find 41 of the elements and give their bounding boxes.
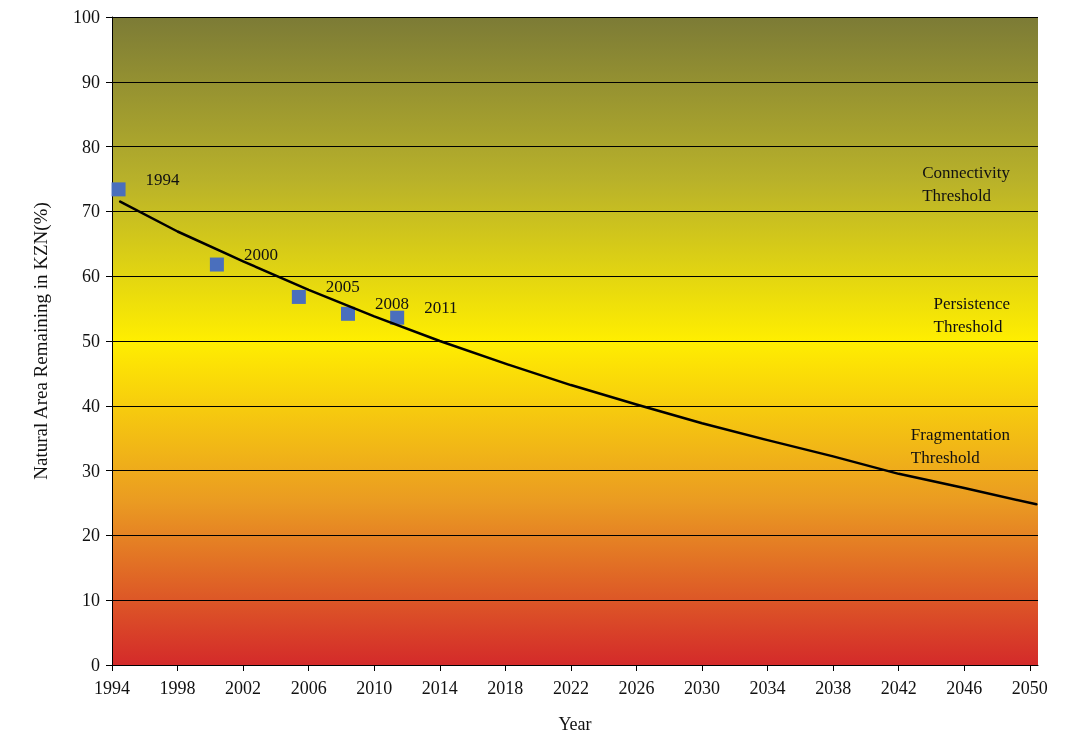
point	[209, 257, 224, 272]
y-tick-label: 90	[82, 71, 100, 92]
annotation: 2005	[325, 277, 360, 297]
x-axis-title: Year	[558, 714, 592, 734]
x-tick-label: 2038	[815, 678, 852, 698]
point	[291, 289, 306, 304]
annotation: 2011	[424, 298, 458, 318]
annotation: Fragmentation Threshold	[910, 425, 1011, 468]
x-tick-label: 2046	[946, 678, 983, 698]
x-tick-label: 2006	[290, 678, 327, 698]
annotation: Persistence Threshold	[933, 293, 1011, 336]
x-tick-label: 2034	[749, 678, 786, 698]
point	[111, 182, 126, 197]
point	[341, 306, 356, 321]
y-axis-title: Natural Area Remaining in KZN(%)	[30, 202, 52, 480]
x-tick-label: 2022	[552, 678, 589, 698]
y-tick-label: 80	[82, 136, 100, 157]
y-tick-label: 0	[91, 655, 100, 675]
y-tick-label: 50	[82, 331, 100, 351]
annotation: 2008	[375, 294, 410, 314]
y-tick-label: 70	[82, 201, 100, 222]
y-tick-label: 100	[73, 7, 100, 27]
x-tick-label: 2050	[1011, 678, 1048, 698]
x-tick-label: 2014	[421, 678, 458, 698]
x-tick-label: 2010	[356, 678, 393, 698]
annotation: Connectivity Threshold	[922, 162, 1011, 205]
x-tick-label: 1994	[94, 678, 130, 698]
x-tick-label: 2042	[880, 678, 917, 698]
x-tick-label: 2026	[618, 678, 655, 698]
annotation: 2000	[243, 245, 278, 265]
y-tick-label: 20	[82, 525, 100, 546]
x-tick-label: 2018	[487, 678, 524, 698]
y-tick-label: 30	[82, 460, 100, 481]
y-tick-label: 60	[82, 266, 100, 287]
y-tick-label: 40	[82, 395, 100, 416]
x-tick-label: 2030	[684, 678, 721, 698]
x-tick-label: 2002	[225, 678, 262, 698]
x-tick-label: 1998	[159, 678, 196, 698]
point	[390, 310, 405, 325]
annotation: 1994	[145, 169, 181, 189]
y-tick-label: 10	[82, 590, 100, 611]
